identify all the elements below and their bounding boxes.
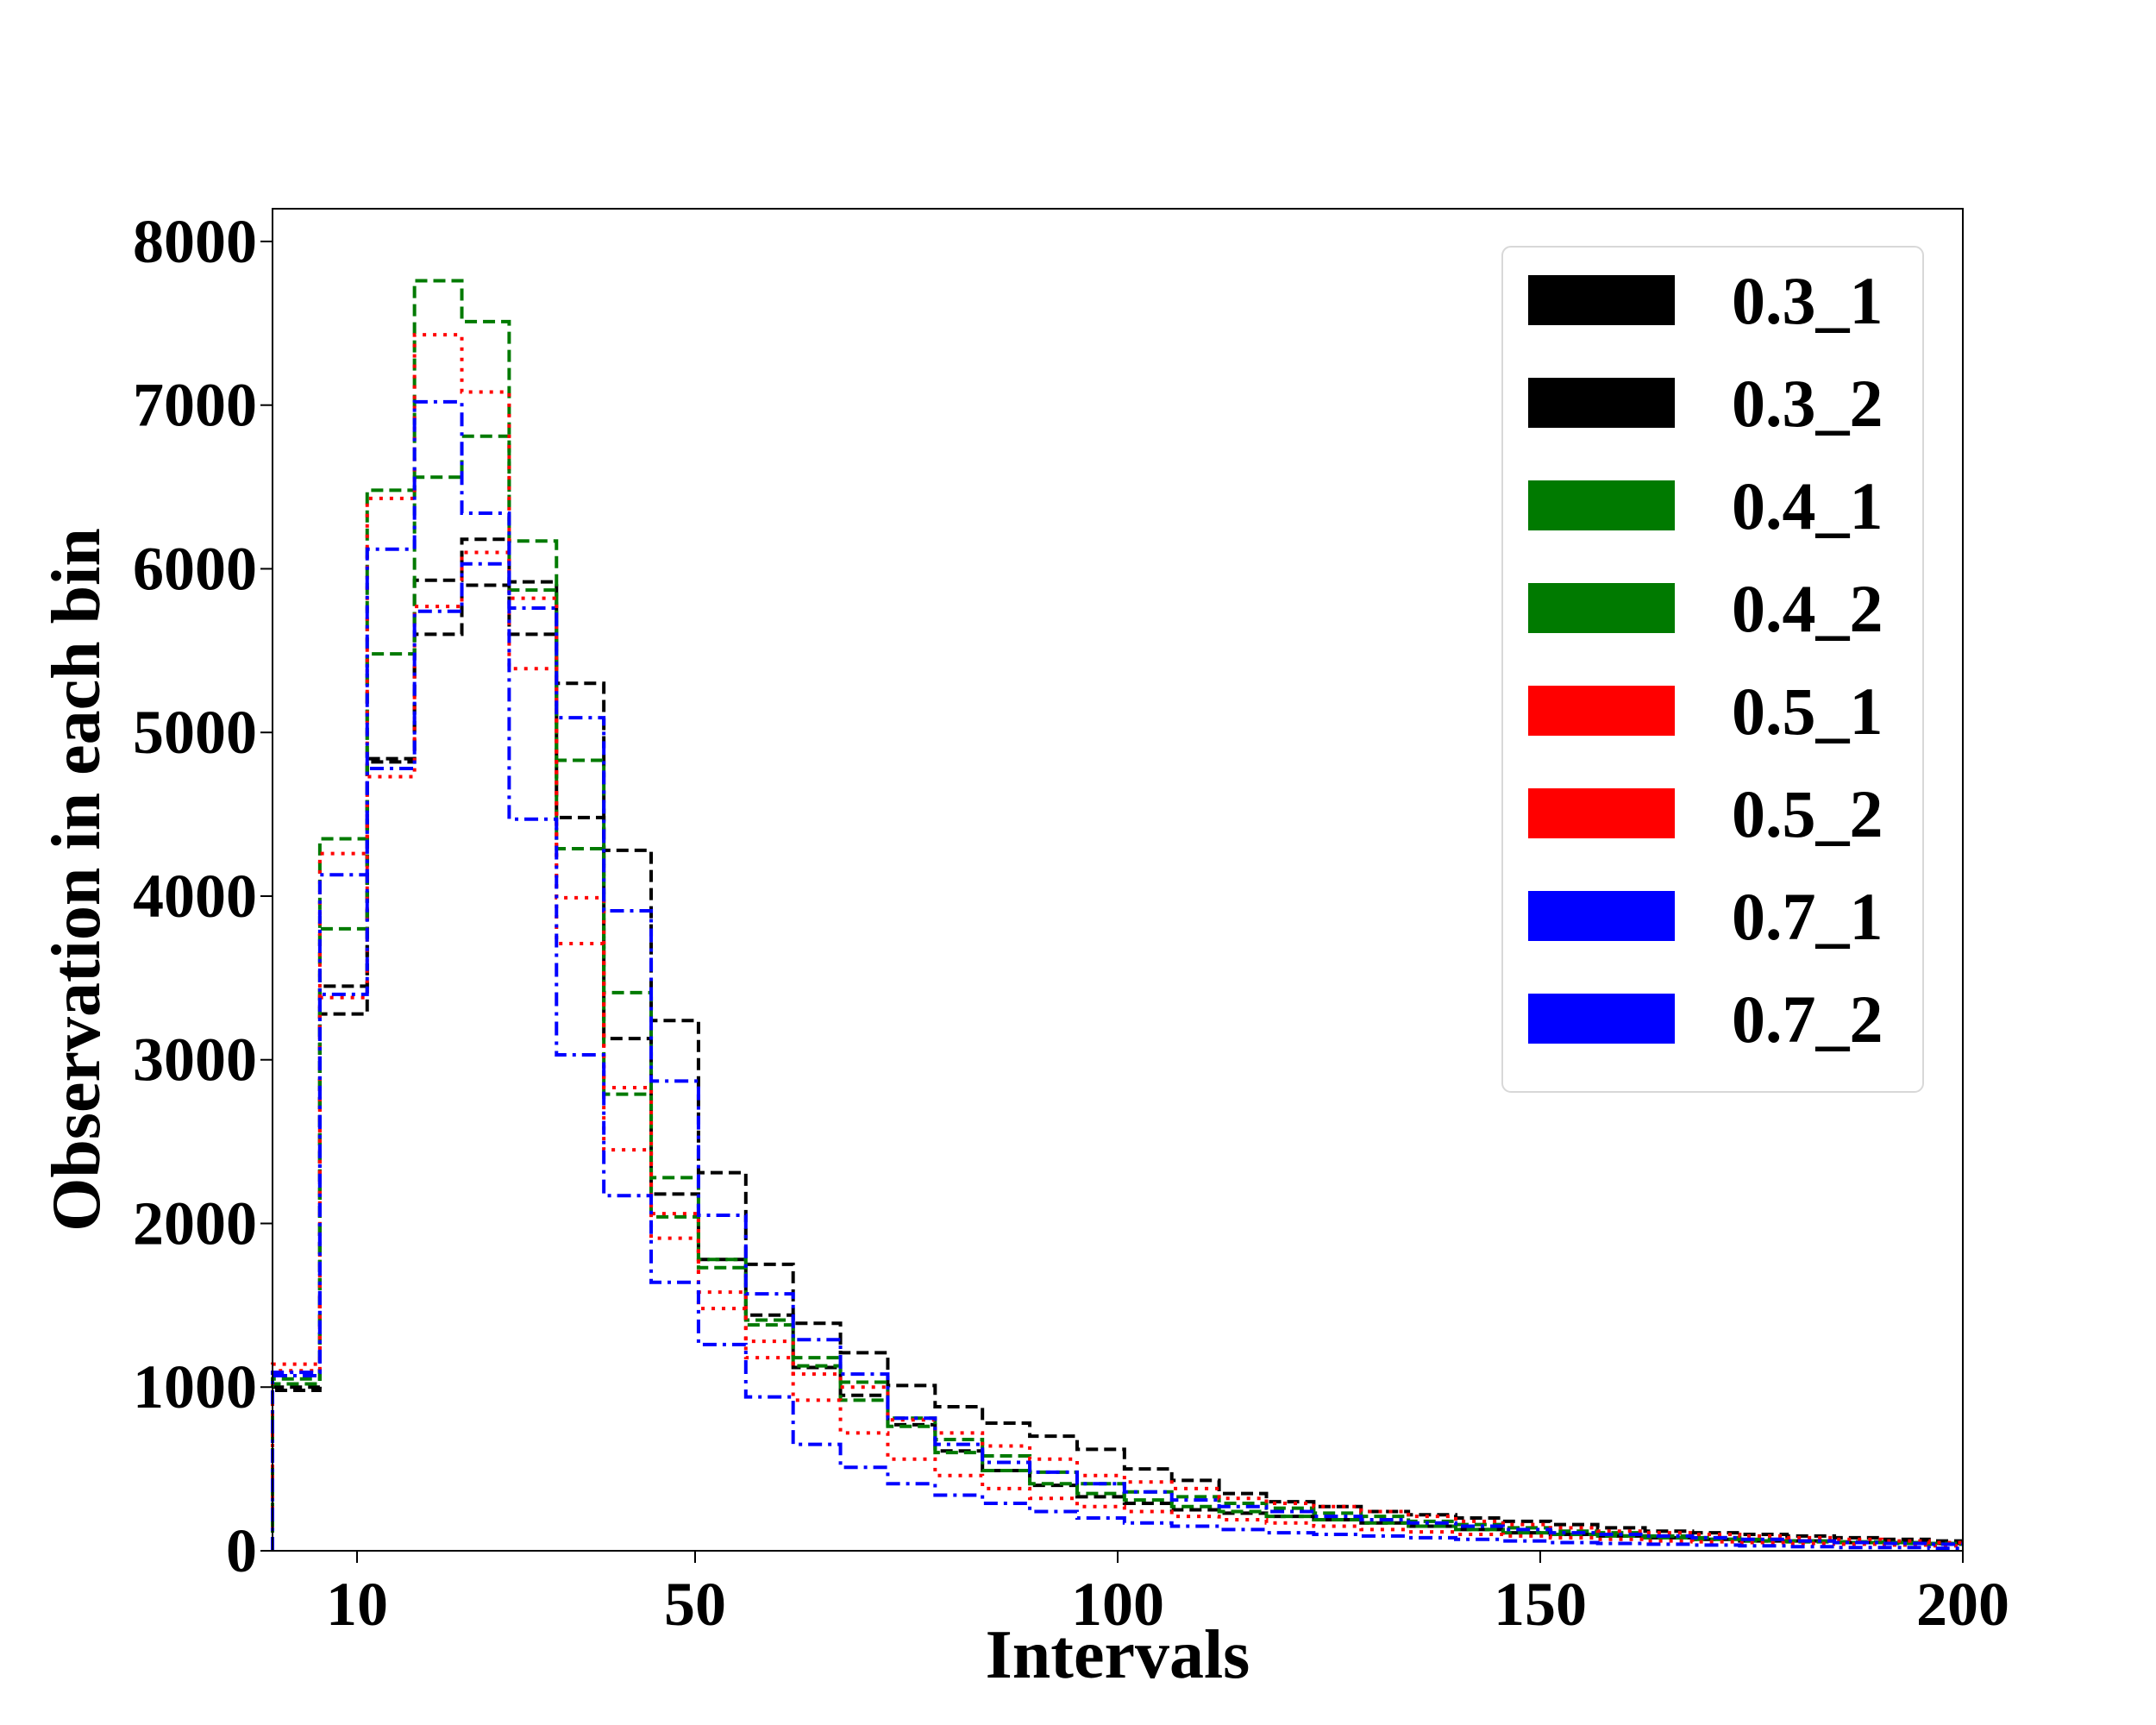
y-tick-label: 6000 bbox=[133, 534, 257, 603]
legend: 0.3_1 0.3_2 0.4_1 0.4_2 0.5_1 0.5_2 0.7_1 0.7_2 bbox=[1501, 246, 1924, 1093]
legend-swatch-0.4_2 bbox=[1528, 583, 1675, 633]
legend-swatch-0.5_1 bbox=[1528, 686, 1675, 736]
legend-label: 0.7_1 bbox=[1732, 879, 1883, 954]
series-line-0.5_1 bbox=[271, 333, 1963, 1551]
y-tick-label: 1000 bbox=[133, 1352, 257, 1421]
x-axis: 10 50 100 150 200 bbox=[326, 1551, 2009, 1639]
x-tick-label: 150 bbox=[1494, 1570, 1587, 1639]
legend-swatch-0.4_1 bbox=[1528, 480, 1675, 530]
series-line-0.5_2 bbox=[271, 550, 1963, 1551]
y-tick-label: 7000 bbox=[133, 371, 257, 440]
x-tick-label: 50 bbox=[664, 1570, 726, 1639]
legend-label: 0.3_2 bbox=[1732, 366, 1883, 441]
legend-label: 0.4_2 bbox=[1732, 571, 1883, 646]
y-tick-label: 4000 bbox=[133, 862, 257, 931]
y-tick-label: 5000 bbox=[133, 698, 257, 767]
y-tick-label: 3000 bbox=[133, 1026, 257, 1095]
x-tick-label: 200 bbox=[1916, 1570, 2009, 1639]
y-tick-label: 2000 bbox=[133, 1189, 257, 1258]
legend-swatch-0.3_2 bbox=[1528, 378, 1675, 428]
legend-swatch-0.7_1 bbox=[1528, 891, 1675, 941]
legend-label: 0.4_1 bbox=[1732, 468, 1883, 543]
y-axis-label: Observation in each bin bbox=[39, 528, 115, 1232]
y-tick-label: 0 bbox=[226, 1516, 257, 1585]
legend-label: 0.3_1 bbox=[1732, 263, 1883, 338]
series-line-0.7_2 bbox=[271, 561, 1963, 1551]
legend-label: 0.5_1 bbox=[1732, 674, 1883, 749]
legend-swatch-0.3_1 bbox=[1528, 275, 1675, 325]
legend-label: 0.7_2 bbox=[1732, 982, 1883, 1057]
series-layer bbox=[271, 279, 1963, 1551]
x-tick-label: 10 bbox=[326, 1570, 388, 1639]
legend-box bbox=[1501, 246, 1924, 1093]
series-line-0.7_1 bbox=[271, 399, 1963, 1551]
series-line-0.3_2 bbox=[271, 537, 1963, 1551]
legend-swatch-0.5_2 bbox=[1528, 788, 1675, 838]
x-tick-label: 100 bbox=[1071, 1570, 1164, 1639]
y-axis: 0 1000 2000 3000 4000 5000 6000 7000 8000 bbox=[133, 207, 273, 1585]
x-axis-label: Intervals bbox=[986, 1617, 1250, 1693]
legend-label: 0.5_2 bbox=[1732, 776, 1883, 851]
y-tick-label: 8000 bbox=[133, 207, 257, 276]
legend-swatch-0.7_2 bbox=[1528, 994, 1675, 1044]
